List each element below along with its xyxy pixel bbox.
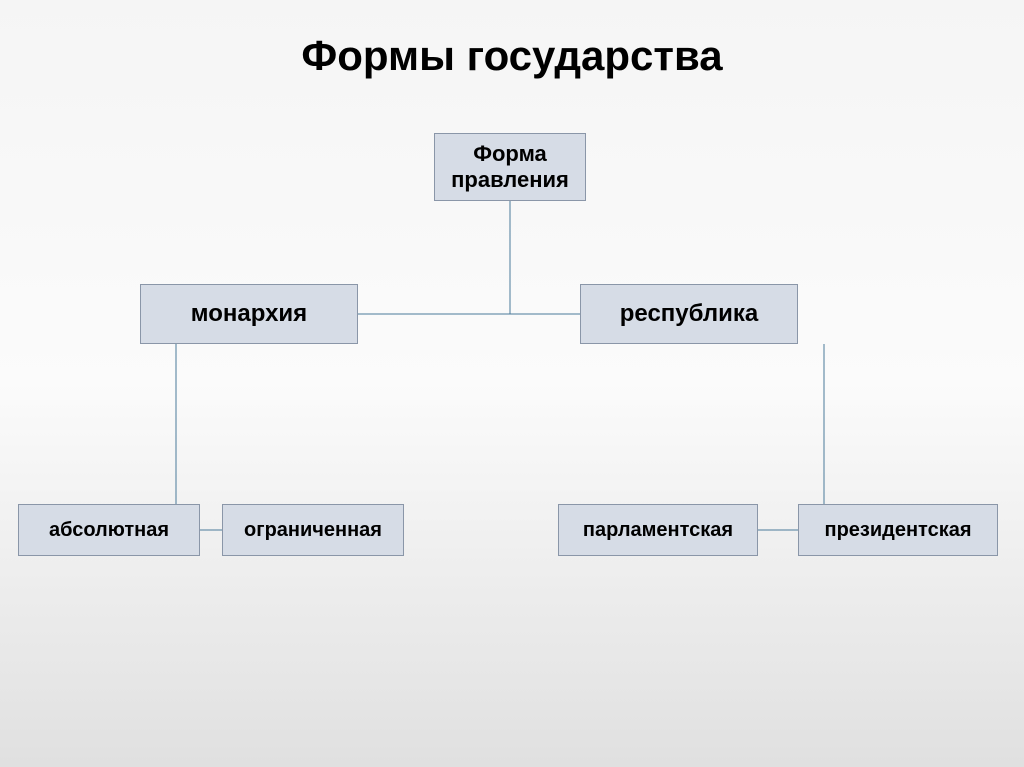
node-republic: республика bbox=[580, 284, 798, 344]
node-absolute-label: абсолютная bbox=[49, 518, 169, 542]
node-presidential-label: президентская bbox=[824, 518, 971, 542]
connector-lines bbox=[0, 0, 1024, 767]
node-monarchy: монархия bbox=[140, 284, 358, 344]
diagram-title: Формы государства bbox=[0, 32, 1024, 80]
node-parliamentary: парламентская bbox=[558, 504, 758, 556]
node-parliamentary-label: парламентская bbox=[583, 518, 733, 542]
node-presidential: президентская bbox=[798, 504, 998, 556]
node-absolute: абсолютная bbox=[18, 504, 200, 556]
node-limited: ограниченная bbox=[222, 504, 404, 556]
node-root: Формаправления bbox=[434, 133, 586, 201]
node-republic-label: республика bbox=[620, 300, 758, 329]
node-monarchy-label: монархия bbox=[191, 300, 307, 329]
node-root-label: Формаправления bbox=[451, 141, 569, 194]
node-limited-label: ограниченная bbox=[244, 518, 382, 542]
